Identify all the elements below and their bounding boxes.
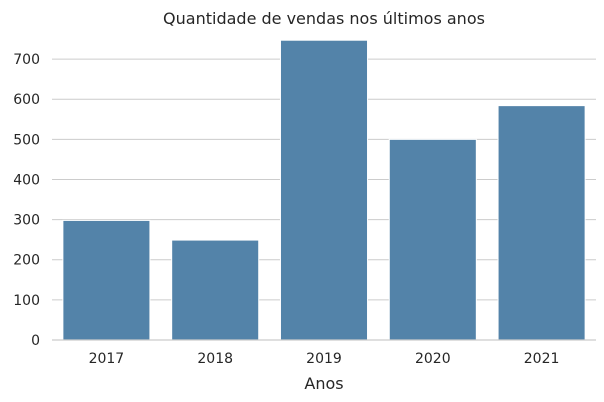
y-tick-label: 300 — [13, 213, 40, 229]
y-tick-label: 700 — [13, 52, 40, 68]
bar — [279, 39, 369, 341]
x-tick-label: 2020 — [415, 351, 451, 367]
bar — [62, 219, 151, 341]
y-tick-label: 600 — [13, 92, 40, 108]
x-tick-label: 2018 — [197, 351, 233, 367]
y-tick-label: 400 — [13, 172, 40, 188]
y-tick-label: 200 — [13, 253, 40, 269]
y-tick-label: 100 — [13, 293, 40, 309]
x-tick-label: 2017 — [89, 351, 125, 367]
y-tick-label: 500 — [13, 132, 40, 148]
x-axis-ticks: 2017 2018 2019 2020 2021 — [89, 351, 560, 367]
x-tick-label: 2021 — [524, 351, 560, 367]
y-axis-ticks: 0 100 200 300 400 500 600 700 — [13, 52, 40, 349]
bar — [497, 105, 586, 341]
bars — [62, 39, 586, 341]
chart-title: Quantidade de vendas nos últimos anos — [163, 9, 485, 28]
x-tick-label: 2019 — [306, 351, 342, 367]
y-tick-label: 0 — [31, 333, 40, 349]
bar — [171, 239, 260, 341]
x-axis-label: Anos — [304, 374, 343, 393]
bar — [388, 138, 477, 341]
